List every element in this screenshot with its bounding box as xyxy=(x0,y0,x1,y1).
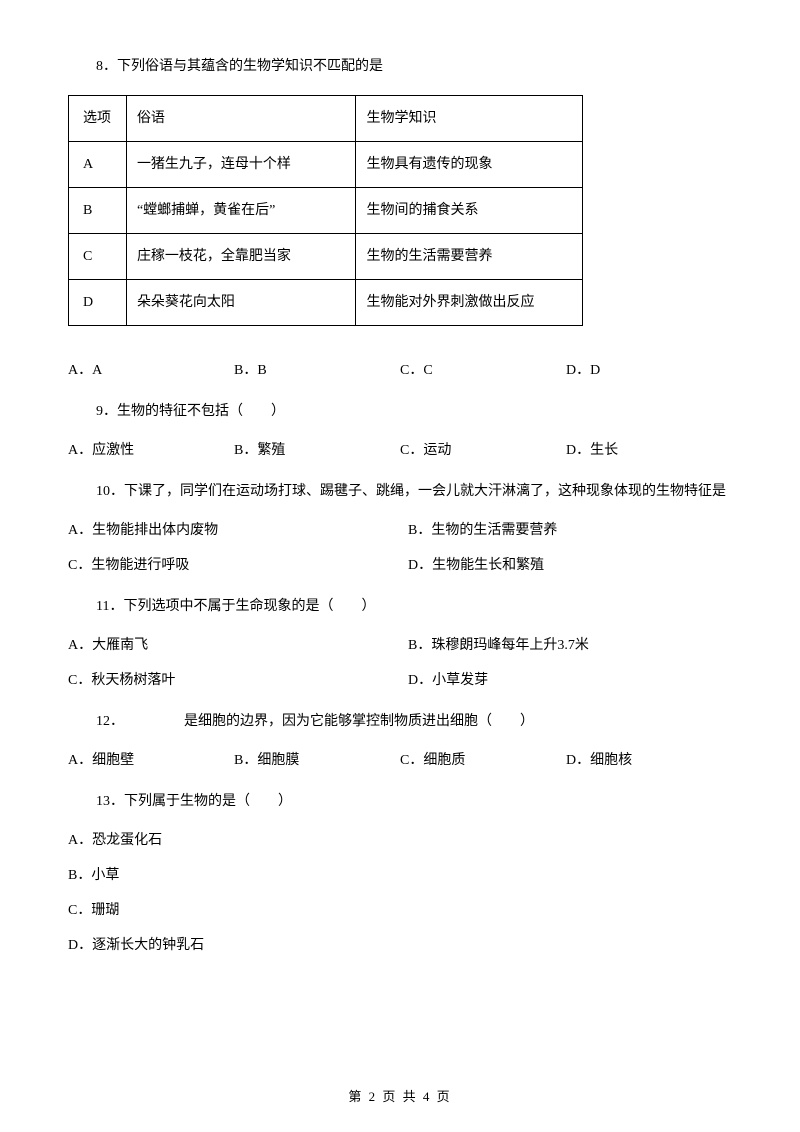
question-9-options: A．应激性 B．繁殖 C．运动 D．生长 xyxy=(68,440,732,461)
question-12-options: A．细胞壁 B．细胞膜 C．细胞质 D．细胞核 xyxy=(68,750,732,771)
table-row: A 一猪生九子，连母十个样 生物具有遗传的现象 xyxy=(69,142,583,188)
table-row: B “螳螂捕蝉，黄雀在后” 生物间的捕食关系 xyxy=(69,188,583,234)
option-b: B．B xyxy=(234,360,400,381)
table-cell: 生物具有遗传的现象 xyxy=(356,142,583,188)
option-b: B．细胞膜 xyxy=(234,750,400,771)
table-cell: A xyxy=(69,142,127,188)
table-cell: 一猪生九子，连母十个样 xyxy=(126,142,356,188)
question-13-prompt: 13．下列属于生物的是（ ） xyxy=(68,791,732,812)
option-c: C．珊瑚 xyxy=(68,900,732,921)
option-d: D．逐渐长大的钟乳石 xyxy=(68,935,732,956)
question-10-options-row2: C．生物能进行呼吸 D．生物能生长和繁殖 xyxy=(68,555,732,576)
option-b: B．繁殖 xyxy=(234,440,400,461)
table-header-cell: 俗语 xyxy=(126,96,356,142)
option-a: A．恐龙蛋化石 xyxy=(68,830,732,851)
question-12-prompt: 12． 是细胞的边界，因为它能够掌控制物质进出细胞（ ） xyxy=(68,711,732,732)
table-cell: 庄稼一枝花，全靠肥当家 xyxy=(126,234,356,280)
q12-post: 是细胞的边界，因为它能够掌控制物质进出细胞（ ） xyxy=(184,714,534,729)
option-a: A．A xyxy=(68,360,234,381)
question-11-options-row1: A．大雁南飞 B．珠穆朗玛峰每年上升3.7米 xyxy=(68,635,732,656)
option-c: C．生物能进行呼吸 xyxy=(68,555,408,576)
table-header-cell: 生物学知识 xyxy=(356,96,583,142)
option-c: C．C xyxy=(400,360,566,381)
table-cell: 生物能对外界刺激做出反应 xyxy=(356,280,583,326)
question-8-options: A．A B．B C．C D．D xyxy=(68,360,732,381)
table-cell: “螳螂捕蝉，黄雀在后” xyxy=(126,188,356,234)
option-b: B．小草 xyxy=(68,865,732,886)
question-10-options-row1: A．生物能排出体内废物 B．生物的生活需要营养 xyxy=(68,520,732,541)
table-header-cell: 选项 xyxy=(69,96,127,142)
option-d: D．生长 xyxy=(566,440,732,461)
table-row: 选项 俗语 生物学知识 xyxy=(69,96,583,142)
question-11-options-row2: C．秋天杨树落叶 D．小草发芽 xyxy=(68,670,732,691)
question-10-prompt: 10．下课了，同学们在运动场打球、踢毽子、跳绳，一会儿就大汗淋漓了，这种现象体现… xyxy=(68,481,732,502)
option-c: C．细胞质 xyxy=(400,750,566,771)
option-d: D．D xyxy=(566,360,732,381)
question-9-prompt: 9．生物的特征不包括（ ） xyxy=(68,401,732,422)
question-11-prompt: 11．下列选项中不属于生命现象的是（ ） xyxy=(68,596,732,617)
option-d: D．小草发芽 xyxy=(408,670,488,691)
option-c: C．运动 xyxy=(400,440,566,461)
question-8-table: 选项 俗语 生物学知识 A 一猪生九子，连母十个样 生物具有遗传的现象 B “螳… xyxy=(68,95,583,326)
option-b: B．生物的生活需要营养 xyxy=(408,520,557,541)
table-cell: 生物的生活需要营养 xyxy=(356,234,583,280)
option-a: A．大雁南飞 xyxy=(68,635,408,656)
table-cell: B xyxy=(69,188,127,234)
option-a: A．应激性 xyxy=(68,440,234,461)
option-d: D．生物能生长和繁殖 xyxy=(408,555,544,576)
option-d: D．细胞核 xyxy=(566,750,732,771)
option-c: C．秋天杨树落叶 xyxy=(68,670,408,691)
q12-pre: 12． xyxy=(96,714,124,729)
option-a: A．细胞壁 xyxy=(68,750,234,771)
question-8-prompt: 8．下列俗语与其蕴含的生物学知识不匹配的是 xyxy=(68,56,732,77)
table-cell: C xyxy=(69,234,127,280)
table-row: D 朵朵葵花向太阳 生物能对外界刺激做出反应 xyxy=(69,280,583,326)
option-a: A．生物能排出体内废物 xyxy=(68,520,408,541)
table-row: C 庄稼一枝花，全靠肥当家 生物的生活需要营养 xyxy=(69,234,583,280)
table-cell: D xyxy=(69,280,127,326)
table-cell: 生物间的捕食关系 xyxy=(356,188,583,234)
table-cell: 朵朵葵花向太阳 xyxy=(126,280,356,326)
page-footer: 第 2 页 共 4 页 xyxy=(0,1087,800,1107)
option-b: B．珠穆朗玛峰每年上升3.7米 xyxy=(408,635,589,656)
